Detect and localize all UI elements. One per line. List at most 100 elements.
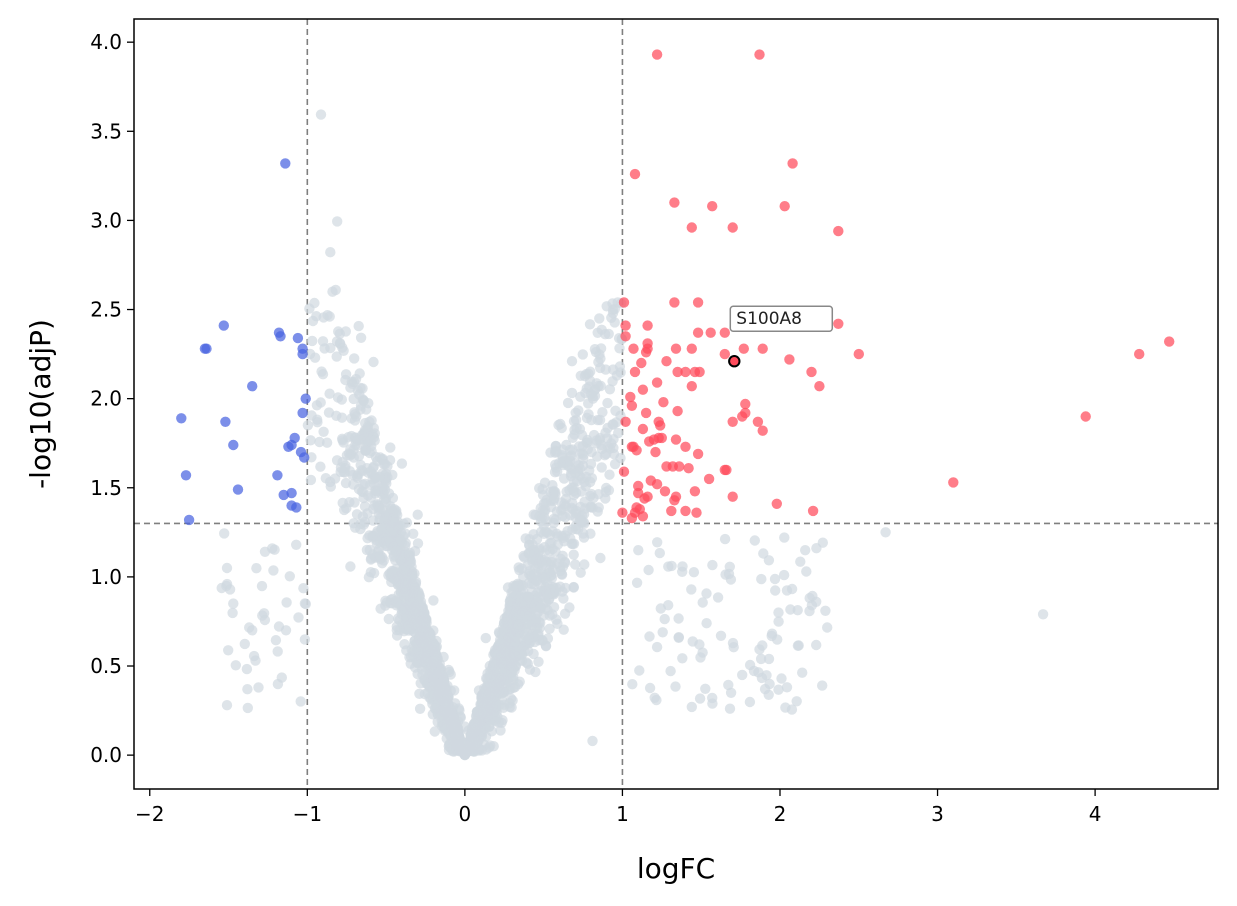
ns-point (811, 596, 822, 607)
ns-point (400, 580, 411, 592)
ns-point (792, 640, 804, 651)
up-point (807, 505, 819, 517)
up-point (727, 222, 738, 233)
ns-point (786, 583, 798, 595)
ns-point (634, 665, 645, 676)
up-point (656, 432, 667, 444)
ns-point (565, 533, 576, 544)
ns-point (773, 607, 784, 618)
ns-point (305, 435, 316, 446)
up-point (779, 201, 790, 212)
ns-point (325, 247, 336, 258)
x-tick-label: 3 (931, 802, 944, 826)
up-point (737, 411, 748, 422)
ns-point (219, 528, 230, 539)
ns-point (586, 446, 597, 458)
down-point (278, 489, 289, 501)
ns-point (587, 393, 599, 404)
ns-point (595, 552, 606, 564)
ns-point (431, 691, 443, 702)
ns-point (597, 407, 608, 418)
x-tick-label: 0 (459, 802, 472, 826)
ns-point (280, 625, 292, 636)
ns-point (744, 696, 756, 708)
down-point (180, 470, 192, 481)
ns-point (519, 600, 530, 612)
ns-point (539, 542, 550, 553)
ns-point (501, 673, 513, 684)
ns-point (604, 384, 616, 395)
y-tick-label: 2.0 (90, 387, 122, 411)
ns-point (707, 698, 718, 709)
ns-point (256, 580, 268, 592)
ns-point (779, 532, 790, 543)
ns-point (776, 673, 787, 684)
ns-point (763, 653, 775, 665)
ns-point (293, 612, 304, 623)
ns-point (769, 573, 781, 585)
up-point (672, 405, 683, 417)
ns-point (614, 343, 625, 354)
ns-point (579, 496, 590, 507)
down-point (283, 441, 294, 452)
up-point (757, 425, 768, 436)
ns-point (654, 547, 665, 559)
ns-point (555, 418, 566, 430)
down-point (272, 470, 283, 481)
ns-point (670, 681, 681, 692)
ns-point (772, 634, 783, 645)
ns-point (337, 497, 348, 509)
down-point (183, 514, 195, 526)
ns-point (627, 679, 638, 690)
ns-point (368, 356, 379, 368)
ns-point (315, 461, 326, 472)
ns-point (811, 543, 822, 554)
ns-point (221, 700, 233, 711)
ns-point (522, 591, 534, 602)
ns-point (227, 607, 238, 619)
up-point (757, 343, 768, 354)
ns-point (556, 568, 567, 580)
ns-point (524, 539, 535, 551)
ns-point (325, 481, 336, 492)
ns-point (369, 435, 380, 446)
ns-point (270, 635, 282, 646)
up-point (651, 377, 663, 388)
ns-point (281, 597, 292, 608)
ns-point (594, 414, 606, 426)
x-tick-label: −1 (293, 802, 322, 826)
ns-point (655, 603, 666, 614)
ns-point (438, 675, 449, 686)
ns-point (490, 682, 501, 693)
ns-point (562, 397, 574, 409)
ns-point (715, 630, 727, 641)
down-point (300, 393, 311, 404)
ns-point (316, 366, 327, 377)
ns-point (368, 478, 379, 489)
ns-point (355, 523, 366, 535)
ns-point (354, 368, 365, 379)
ns-point (331, 351, 342, 362)
ns-point (241, 663, 253, 675)
up-point (771, 498, 782, 509)
ns-point (608, 448, 620, 460)
ns-point (570, 467, 581, 479)
up-point (806, 366, 817, 378)
ns-point (677, 566, 688, 577)
ns-point (567, 497, 578, 509)
ns-point (495, 725, 506, 736)
ns-point (712, 592, 724, 603)
ns-point (781, 682, 793, 693)
down-point (218, 320, 229, 331)
up-point (655, 420, 666, 431)
down-point (232, 484, 244, 495)
ns-point (748, 665, 760, 677)
ns-point (477, 707, 489, 718)
up-point (680, 441, 691, 452)
ns-point (600, 493, 611, 504)
ns-point (588, 429, 600, 441)
ns-point (391, 597, 402, 608)
up-point (639, 493, 650, 504)
x-tick-label: 2 (774, 802, 787, 826)
down-point (297, 407, 308, 419)
